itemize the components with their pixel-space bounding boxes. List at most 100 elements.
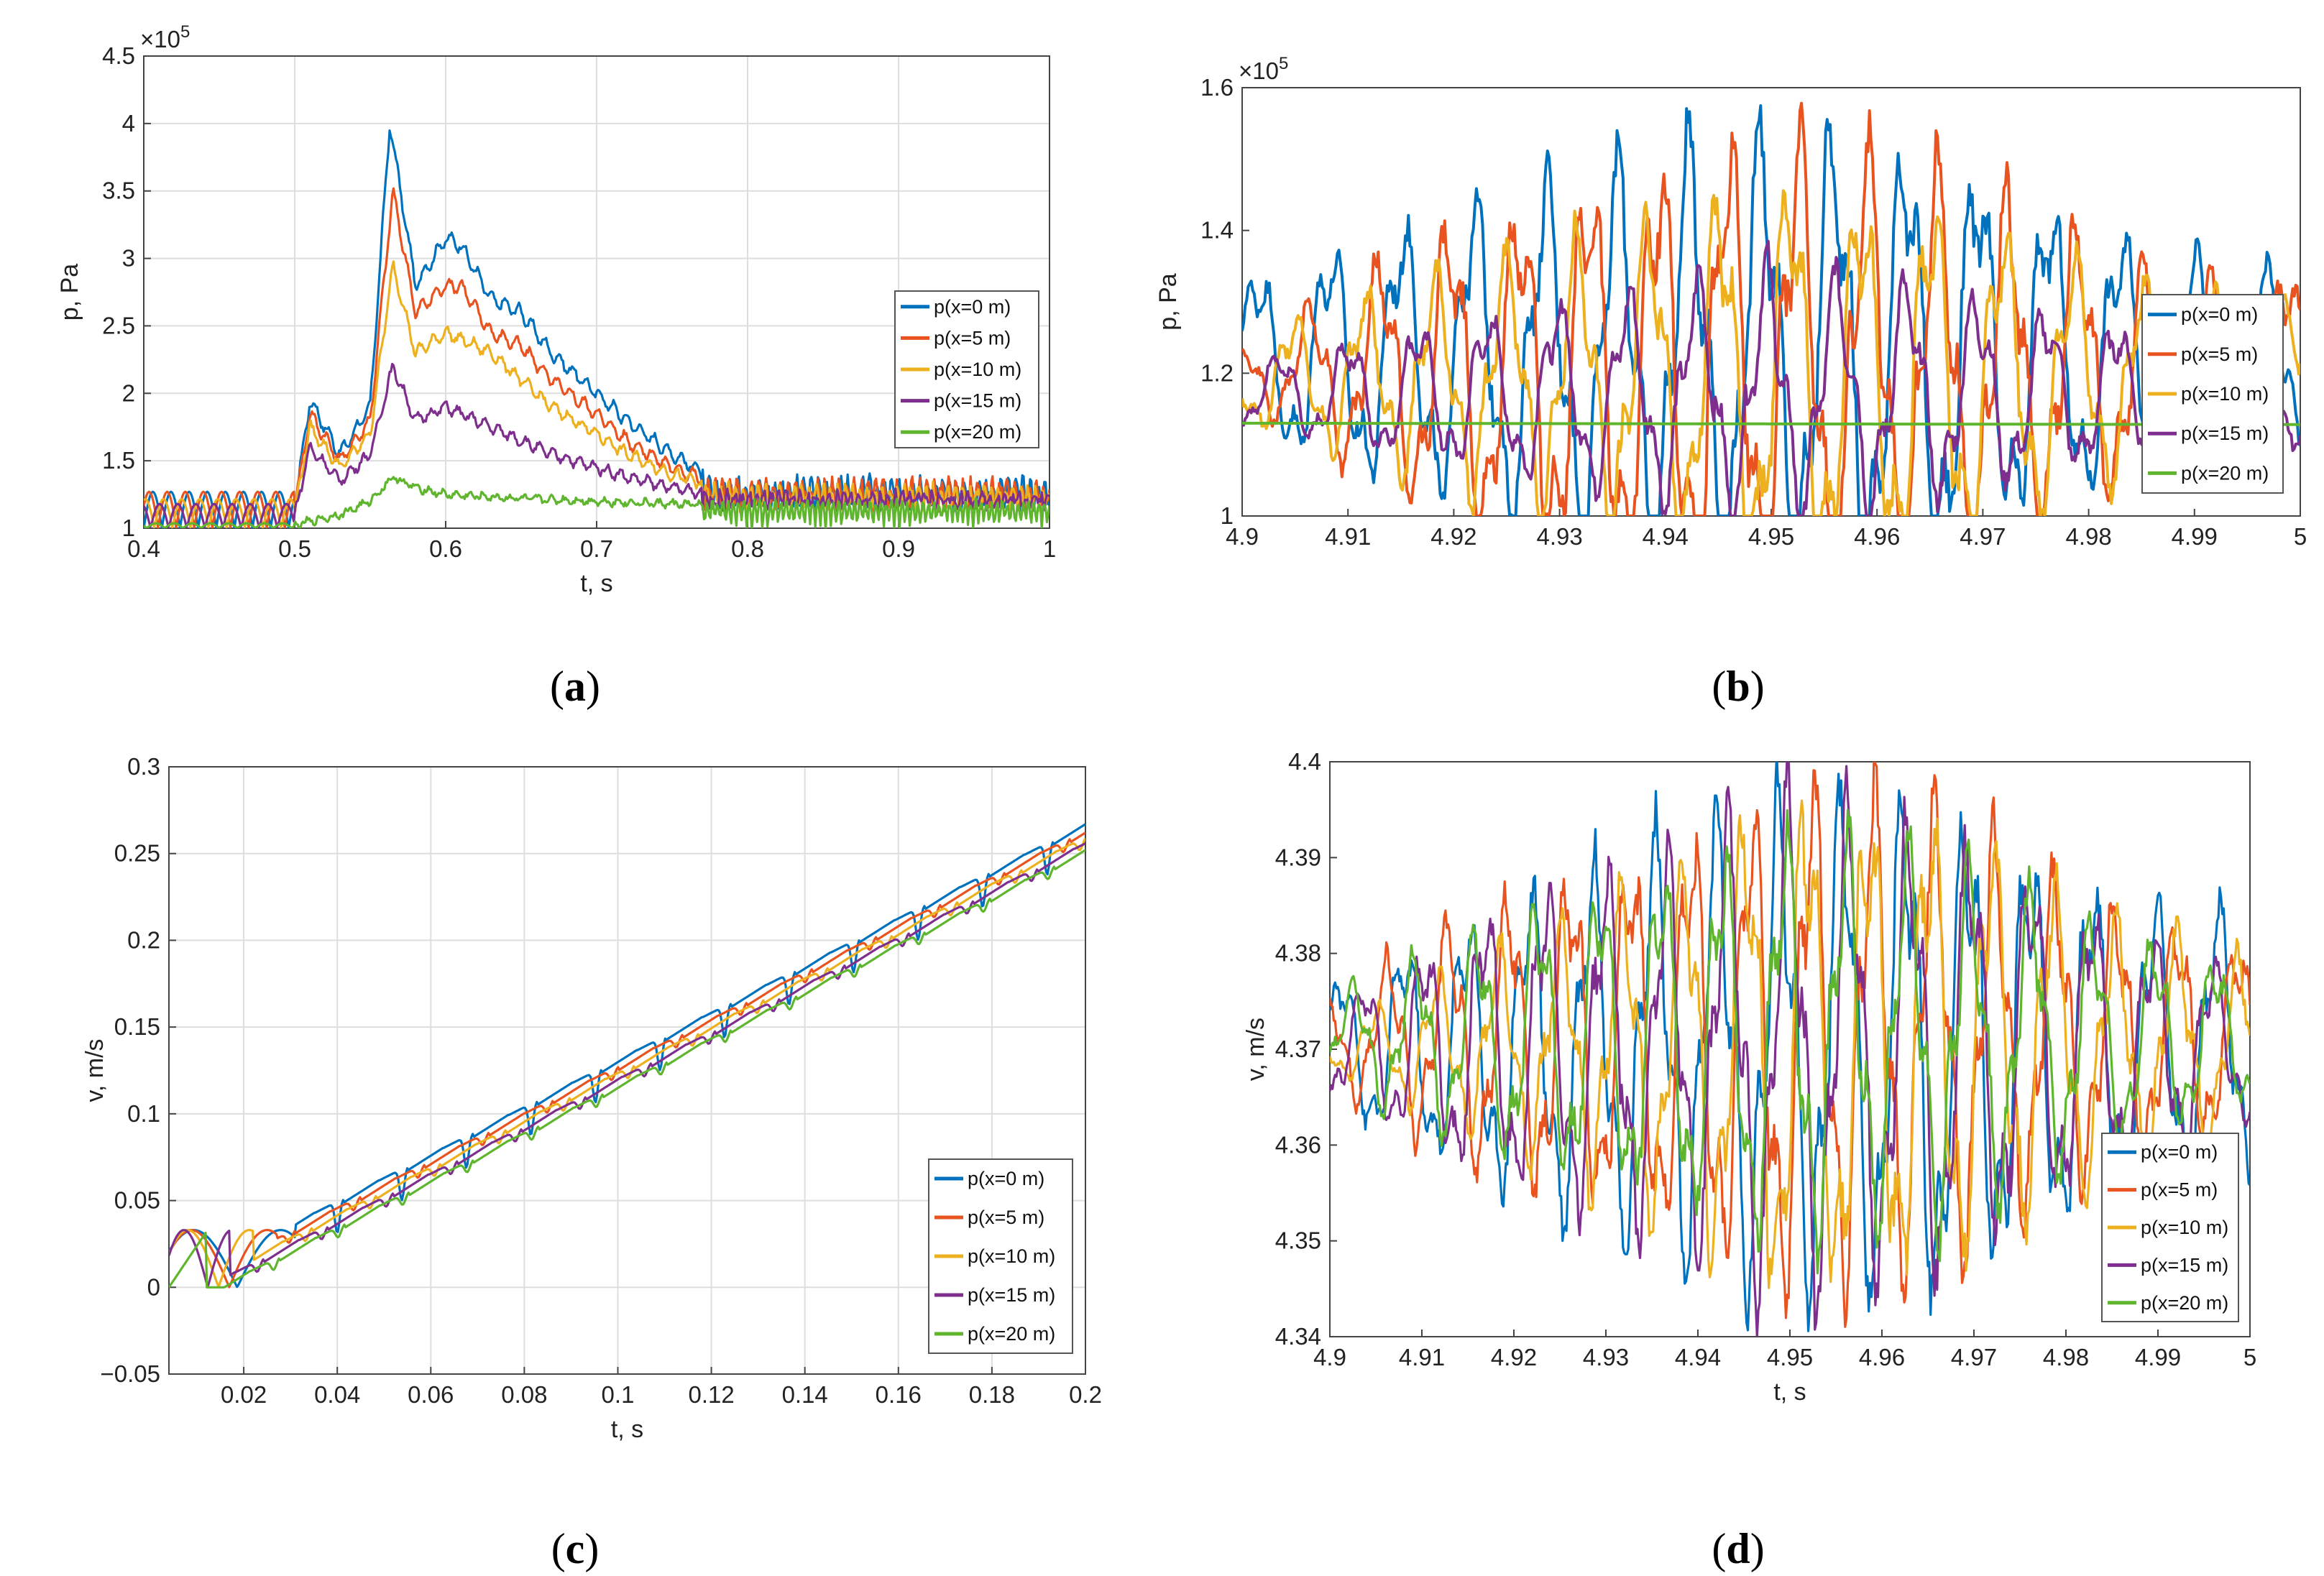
x-tick-label: 4.9 — [1226, 523, 1259, 550]
legend: p(x=0 m) p(x=5 m) p(x=10 m) p(x=15 m) p(x=20… — [894, 290, 1039, 448]
chart-panel-d: 4.9 4.91 4.92 4.93 4.94 4.95 4.96 4.97 4.98 4.99 5… — [1242, 748, 2256, 1406]
legend-entry: p(x=0 m) — [2141, 1141, 2218, 1163]
series-line-5 — [169, 849, 1085, 1289]
x-tick-label: 4.96 — [1859, 1344, 1905, 1370]
y-tick-label: 0.15 — [114, 1013, 160, 1040]
x-tick-label: 0.9 — [882, 535, 915, 562]
series-line-2 — [1242, 101, 2300, 516]
series-line-5 — [144, 476, 1050, 528]
x-tick-label: 0.4 — [127, 535, 160, 562]
y-tick-label: 4.38 — [1275, 940, 1321, 967]
series-line-3 — [1330, 799, 2250, 1289]
series-line-4 — [1242, 239, 2300, 516]
caption-d: (d) — [1712, 1525, 1764, 1572]
series-group — [1242, 101, 2300, 516]
y-tick-label: 4.36 — [1275, 1131, 1321, 1158]
series-line-2 — [1330, 762, 2250, 1328]
series-line-1 — [169, 823, 1085, 1289]
x-axis-title: t, s — [580, 570, 612, 597]
x-tick-label: 4.95 — [1748, 523, 1794, 550]
legend-entry: p(x=15 m) — [2141, 1254, 2228, 1276]
legend: p(x=0 m) p(x=5 m) p(x=10 m) p(x=15 m) p(x=20… — [928, 1158, 1073, 1354]
y-tick-label: 1.6 — [1200, 74, 1234, 101]
legend-entry: p(x=10 m) — [934, 359, 1021, 380]
x-tick-label: 0.5 — [278, 535, 311, 562]
x-tick-label: 0.08 — [501, 1381, 547, 1408]
legend: p(x=0 m) p(x=5 m) p(x=10 m) p(x=15 m) p(x=20… — [2101, 1133, 2239, 1322]
y-tick-label: 0 — [147, 1273, 160, 1300]
series-line-3 — [1242, 189, 2300, 516]
legend-entry: p(x=20 m) — [968, 1323, 1055, 1345]
series-line-4 — [169, 842, 1085, 1287]
y-tick-label: 4.4 — [1288, 748, 1321, 775]
x-tick-label: 4.99 — [2172, 523, 2218, 550]
x-tick-label: 4.93 — [1583, 1344, 1629, 1370]
y-axis-title: v, m/s — [81, 1038, 109, 1102]
x-tick-label: 4.98 — [2065, 523, 2111, 550]
x-tick-label: 5 — [2243, 1344, 2256, 1370]
y-tick-label: 3.5 — [102, 178, 135, 204]
y-tick-label: 3 — [122, 245, 135, 272]
y-tick-label: 4.35 — [1275, 1227, 1321, 1254]
chart-panel-c: 0.02 0.04 0.06 0.08 0.1 0.12 0.14 0.16 0.18 0.2 −0… — [81, 753, 1102, 1443]
y-tick-label: 0.25 — [114, 840, 160, 867]
series-line-3 — [169, 837, 1085, 1289]
x-tick-label: 4.94 — [1643, 523, 1689, 550]
x-tick-label: 5 — [2294, 523, 2307, 550]
series-group — [144, 129, 1050, 528]
caption-c: (c) — [551, 1525, 600, 1572]
legend-entry: p(x=20 m) — [934, 421, 1021, 443]
y-tick-label: 0.2 — [127, 926, 160, 953]
y-tick-label: 1 — [122, 515, 135, 541]
x-tick-label: 4.91 — [1325, 523, 1371, 550]
x-tick-label: 4.9 — [1313, 1344, 1346, 1370]
y-axis-title: p, Pa — [56, 264, 83, 321]
caption-b: (b) — [1712, 663, 1764, 710]
x-tick-label: 4.93 — [1536, 523, 1582, 550]
y-tick-label: 4.39 — [1275, 844, 1321, 870]
y-tick-label: 4.34 — [1275, 1323, 1321, 1350]
y-tick-label: 0.05 — [114, 1187, 160, 1214]
series-line-2 — [169, 831, 1085, 1289]
x-tick-label: 0.1 — [602, 1381, 635, 1408]
x-tick-label: 4.92 — [1491, 1344, 1537, 1370]
y-tick-label: 1.2 — [1200, 359, 1234, 386]
legend-entry: p(x=5 m) — [2141, 1179, 2218, 1201]
y-tick-label: 4.37 — [1275, 1036, 1321, 1062]
legend-entry: p(x=10 m) — [2181, 383, 2269, 405]
x-tick-label: 4.99 — [2135, 1344, 2181, 1370]
y-tick-label: 1.5 — [102, 447, 135, 474]
x-tick-label: 0.04 — [314, 1381, 360, 1408]
x-tick-label: 0.6 — [429, 535, 462, 562]
legend-entry: p(x=0 m) — [934, 296, 1011, 318]
x-tick-label: 4.95 — [1767, 1344, 1813, 1370]
y-tick-label: 1 — [1221, 502, 1234, 529]
y-tick-label: 0.3 — [127, 753, 160, 780]
y-tick-label: 4 — [122, 110, 135, 137]
legend-entry: p(x=15 m) — [2181, 423, 2269, 444]
x-tick-label: 0.14 — [782, 1381, 828, 1408]
x-tick-label: 0.7 — [580, 535, 613, 562]
y-exponent-label: ×105 — [1239, 54, 1288, 84]
legend-entry: p(x=15 m) — [968, 1284, 1055, 1306]
y-tick-label: 2.5 — [102, 312, 135, 338]
x-tick-label: 4.98 — [2043, 1344, 2089, 1370]
legend-entry: p(x=0 m) — [968, 1168, 1044, 1189]
x-tick-label: 0.16 — [876, 1381, 922, 1408]
y-exponent-label: ×105 — [140, 22, 190, 52]
x-tick-label: 4.96 — [1854, 523, 1900, 550]
x-tick-label: 0.18 — [969, 1381, 1015, 1408]
series-group — [1330, 762, 2250, 1337]
legend-entry: p(x=0 m) — [2181, 304, 2258, 326]
x-tick-label: 4.92 — [1430, 523, 1476, 550]
legend-entry: p(x=5 m) — [968, 1207, 1044, 1228]
y-axis-title: p, Pa — [1154, 273, 1182, 330]
x-axis-title: t, s — [611, 1416, 643, 1443]
x-tick-label: 0.2 — [1069, 1381, 1102, 1408]
x-tick-label: 4.97 — [1951, 1344, 1997, 1370]
series-line-5 — [1242, 421, 2300, 426]
x-tick-label: 4.97 — [1960, 523, 2006, 550]
x-tick-label: 0.06 — [408, 1381, 454, 1408]
x-tick-label: 0.02 — [221, 1381, 267, 1408]
